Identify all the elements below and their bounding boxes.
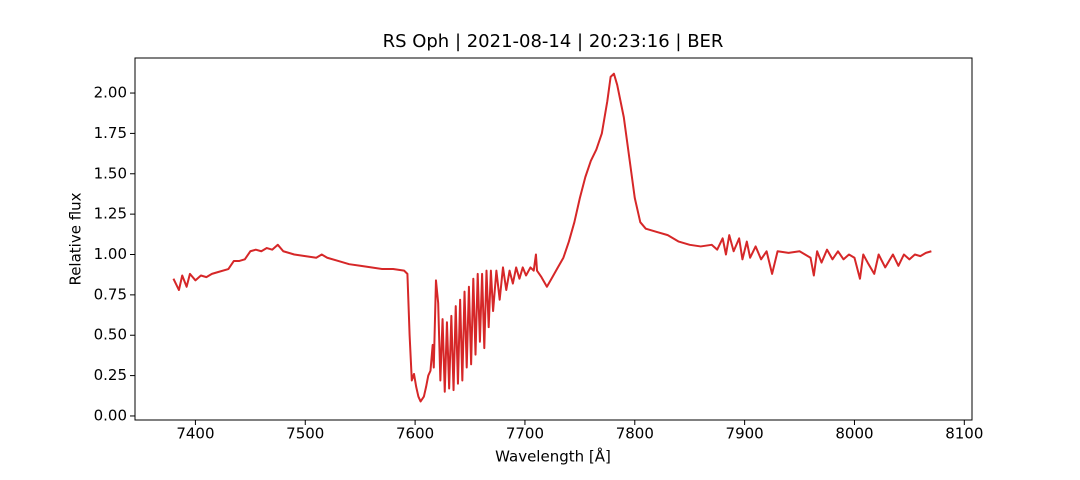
y-tick-label: 1.75: [94, 124, 127, 142]
x-tick-label: 7500: [286, 425, 324, 443]
y-tick-label: 1.00: [94, 245, 127, 263]
y-tick-label: 1.50: [94, 164, 127, 182]
x-tick-label: 7600: [396, 425, 434, 443]
x-axis-label: Wavelength [Å]: [495, 447, 611, 466]
chart-title: RS Oph | 2021-08-14 | 20:23:16 | BER: [383, 31, 724, 52]
plot-frame: [134, 57, 973, 421]
x-tick-label: 7900: [726, 425, 764, 443]
x-tick-label: 7800: [616, 425, 654, 443]
y-tick-label: 1.25: [94, 205, 127, 223]
y-tick-label: 2.00: [94, 84, 127, 102]
y-tick-label: 0.25: [94, 366, 127, 384]
y-tick-label: 0.75: [94, 285, 127, 303]
x-tick-label: 8100: [945, 425, 983, 443]
y-axis-label: Relative flux: [67, 192, 85, 285]
x-tick-label: 7700: [506, 425, 544, 443]
spectrum-line: [172, 72, 932, 403]
y-tick-label: 0.00: [94, 406, 127, 424]
x-tick-label: 8000: [835, 425, 873, 443]
x-tick-label: 7400: [176, 425, 214, 443]
y-tick-label: 0.50: [94, 326, 127, 344]
